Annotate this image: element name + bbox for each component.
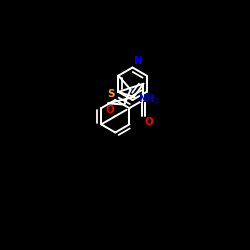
Text: NH$_2$: NH$_2$ <box>138 92 160 106</box>
Text: O: O <box>145 118 154 128</box>
Text: N: N <box>134 56 142 66</box>
Text: O: O <box>105 105 114 115</box>
Text: S: S <box>107 89 115 99</box>
